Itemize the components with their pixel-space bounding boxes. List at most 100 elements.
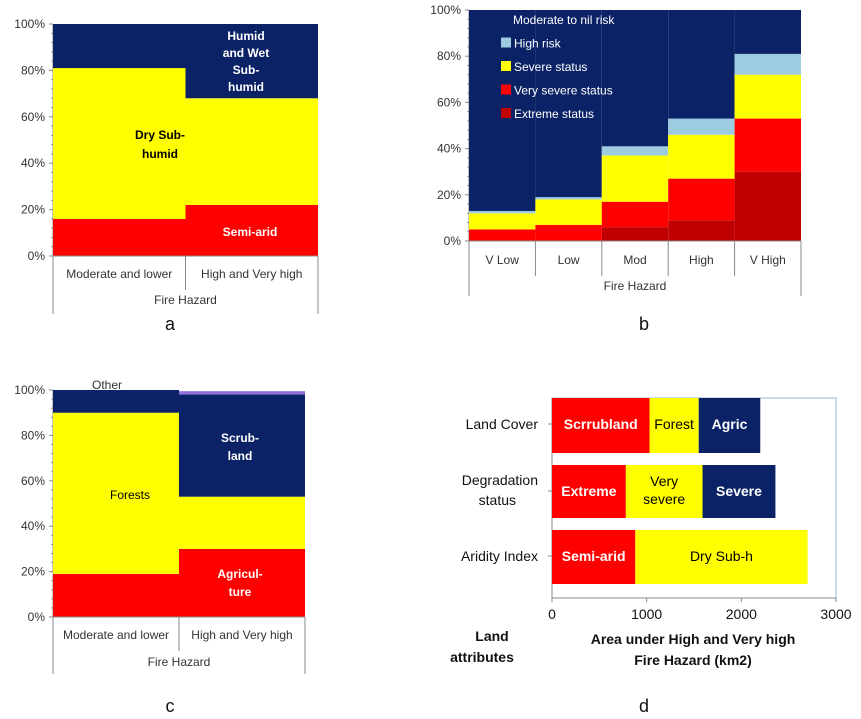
bar-segment	[535, 197, 602, 200]
segment-label: Scrrubland	[564, 416, 638, 432]
bar-segment	[53, 390, 179, 413]
legend-label: Extreme status	[514, 107, 594, 121]
y-tick-label: 100%	[14, 383, 45, 397]
bar-segment	[53, 573, 179, 617]
y-tick-label: 60%	[21, 110, 45, 124]
x-tick-label: High and Very high	[191, 628, 292, 642]
x-tick-label: Moderate and lower	[66, 267, 172, 281]
segment-label: humid	[142, 147, 178, 161]
x-axis-title: Fire Hazard	[604, 279, 667, 293]
bar-segment	[552, 530, 636, 584]
y-tick-label: 60%	[21, 474, 45, 488]
segment-label: humid	[228, 80, 264, 94]
segment-label: Dry Sub-h	[690, 548, 753, 564]
bar-segment	[469, 213, 536, 230]
bar-segment	[702, 465, 776, 518]
bar-segment	[469, 210, 536, 214]
segment-label: Forest	[654, 416, 694, 432]
segment-label: severe	[643, 491, 685, 507]
bar-segment	[734, 74, 801, 119]
segment-label: land	[228, 449, 253, 463]
y-tick-label: 40%	[437, 142, 461, 156]
bar-segment	[53, 68, 186, 219]
bar-segment	[179, 548, 305, 617]
legend-label: Very severe status	[514, 84, 613, 98]
bar-segment	[185, 98, 318, 205]
x-tick-label: V High	[750, 253, 786, 267]
segment-label: Semi-arid	[223, 225, 278, 239]
segment-label: Agricul-	[217, 567, 262, 581]
segment-label: Agric	[712, 416, 748, 432]
segment-label: Humid	[227, 29, 264, 43]
y-tick-label: 20%	[437, 188, 461, 202]
chart-b: 0% 20% 40% 60% 80% 100% V Low Low Mod High V High F…	[430, 3, 802, 296]
bar-segment	[179, 391, 305, 395]
y-tick-label: 0%	[28, 249, 46, 263]
legend-swatch	[501, 108, 511, 118]
legend: Moderate to nil risk High risk Severe stat…	[501, 13, 615, 121]
x-tick-label: Moderate and lower	[63, 628, 169, 642]
segment-label: Very	[650, 473, 678, 489]
x-axis-title: Fire Hazard	[154, 293, 217, 307]
x-axis-title: Fire Hazard	[148, 655, 211, 669]
bar-segment	[53, 218, 186, 256]
bar-segment	[601, 155, 669, 202]
segment-label: and Wet	[223, 46, 269, 60]
y-tick-label: 0%	[444, 234, 462, 248]
legend-swatch	[501, 37, 511, 48]
bar-segment	[668, 220, 735, 241]
panel-label: d	[639, 696, 649, 716]
x-tick-label: High	[689, 253, 714, 267]
bar-segment	[552, 465, 626, 518]
y-tick-label: 40%	[21, 519, 45, 533]
y-tick-label: status	[479, 492, 516, 508]
bar-segment	[668, 178, 735, 221]
segment-label: ture	[229, 585, 252, 599]
bar-segment	[53, 412, 179, 574]
bar-segment	[179, 496, 305, 549]
x-tick-label: Mod	[623, 253, 646, 267]
x-tick-label: 3000	[820, 606, 851, 622]
bar-segment	[535, 199, 602, 225]
y-tick-label: 40%	[21, 156, 45, 170]
bar-segment	[601, 10, 669, 147]
y-tick-label: Degradation	[462, 472, 538, 488]
legend-swatch	[501, 61, 511, 71]
bar-segment	[535, 10, 602, 198]
y-axis-title: Land	[475, 628, 508, 644]
segment-label: Sub-	[233, 63, 260, 77]
y-tick-label: 60%	[437, 95, 461, 109]
y-tick-label: 80%	[21, 428, 45, 442]
x-tick-label: High and Very high	[201, 267, 302, 281]
bar-segment	[601, 146, 669, 156]
bar-segment	[601, 227, 669, 241]
segment-label: Severe	[716, 483, 762, 499]
legend-swatch	[501, 84, 511, 95]
bar-segment	[649, 398, 699, 453]
segment-label: Forests	[110, 488, 150, 502]
x-axis-title: Fire Hazard (km2)	[634, 652, 751, 668]
bar-segment	[668, 118, 735, 135]
bar-segment	[552, 398, 650, 453]
bar-segment	[535, 224, 602, 241]
x-tick-label: 0	[548, 606, 556, 622]
bar-segment	[179, 394, 305, 497]
x-tick-label: V Low	[486, 253, 520, 267]
chart-c: 0% 20% 40% 60% 80% 100% Moderate and lower High…	[14, 378, 306, 674]
bar-segment	[734, 118, 801, 172]
panel-label: c	[166, 696, 175, 716]
bar-segment	[53, 24, 186, 69]
bar-segment	[469, 229, 536, 241]
bar-segment	[668, 10, 735, 119]
y-tick-label: 100%	[430, 3, 461, 17]
bar-segment	[185, 204, 318, 256]
bar-segment	[734, 53, 801, 75]
bar-segment	[668, 134, 735, 179]
y-tick-label: 20%	[21, 203, 45, 217]
y-tick-label: 20%	[21, 565, 45, 579]
segment-label: Extreme	[561, 483, 616, 499]
segment-label: Scrub-	[221, 431, 259, 445]
legend-label: Severe status	[514, 60, 587, 74]
bar-segment	[734, 171, 801, 241]
y-tick-label: Land Cover	[466, 416, 539, 432]
